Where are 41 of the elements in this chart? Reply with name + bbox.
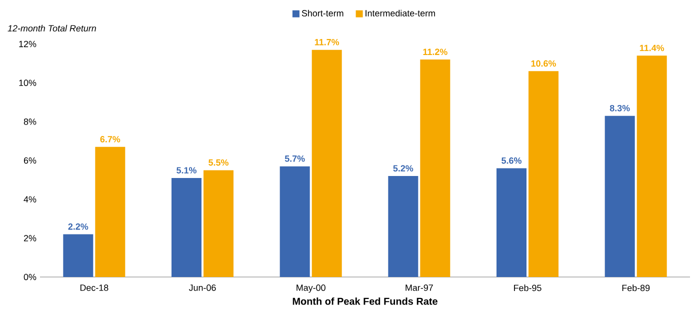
y-tick-label: 0% bbox=[24, 274, 36, 280]
x-tick-label: Jun-06 bbox=[188, 284, 216, 291]
bar bbox=[388, 176, 418, 277]
bar bbox=[496, 168, 527, 277]
bar bbox=[420, 60, 450, 277]
data-label: 10.6% bbox=[531, 60, 556, 67]
data-label: 11.4% bbox=[640, 44, 664, 52]
x-tick-label: Feb-95 bbox=[514, 284, 542, 292]
data-label: 5.2% bbox=[393, 165, 414, 172]
data-label: 5.5% bbox=[208, 159, 228, 166]
bar bbox=[172, 178, 202, 277]
data-label: 5.6% bbox=[502, 157, 522, 164]
data-label: 11.2% bbox=[423, 48, 448, 56]
data-label: 2.2% bbox=[68, 223, 88, 230]
bar bbox=[280, 166, 310, 277]
x-tick-label: Feb-89 bbox=[622, 284, 650, 292]
x-axis-title: Month of Peak Fed Funds Rate bbox=[292, 297, 438, 305]
bar bbox=[312, 50, 342, 277]
y-tick-label: 10% bbox=[19, 80, 36, 86]
y-tick-label: 4% bbox=[24, 196, 36, 202]
y-tick-label: 6% bbox=[24, 157, 36, 164]
bar bbox=[63, 234, 94, 277]
bar bbox=[204, 170, 234, 277]
bar bbox=[528, 71, 559, 277]
bar bbox=[95, 146, 126, 277]
data-label: 6.7% bbox=[100, 136, 120, 142]
x-tick-label: Mar-97 bbox=[406, 284, 433, 291]
data-label: 8.3% bbox=[610, 104, 630, 112]
data-label: 5.7% bbox=[284, 155, 305, 162]
bar bbox=[636, 56, 667, 277]
y-tick-label: 2% bbox=[24, 235, 36, 242]
bar bbox=[604, 116, 635, 277]
x-tick-label: Dec-18 bbox=[80, 284, 108, 291]
legend-label: Intermediate-term bbox=[366, 10, 435, 16]
y-tick-label: 8% bbox=[24, 118, 36, 125]
y-axis-title: 12-month Total Return bbox=[8, 24, 96, 32]
legend-label: Short-term bbox=[302, 10, 344, 16]
data-label: 11.7% bbox=[314, 39, 340, 46]
x-tick-label: May-00 bbox=[296, 284, 326, 293]
data-label: 5.1% bbox=[176, 167, 196, 174]
y-tick-label: 12% bbox=[19, 40, 36, 48]
